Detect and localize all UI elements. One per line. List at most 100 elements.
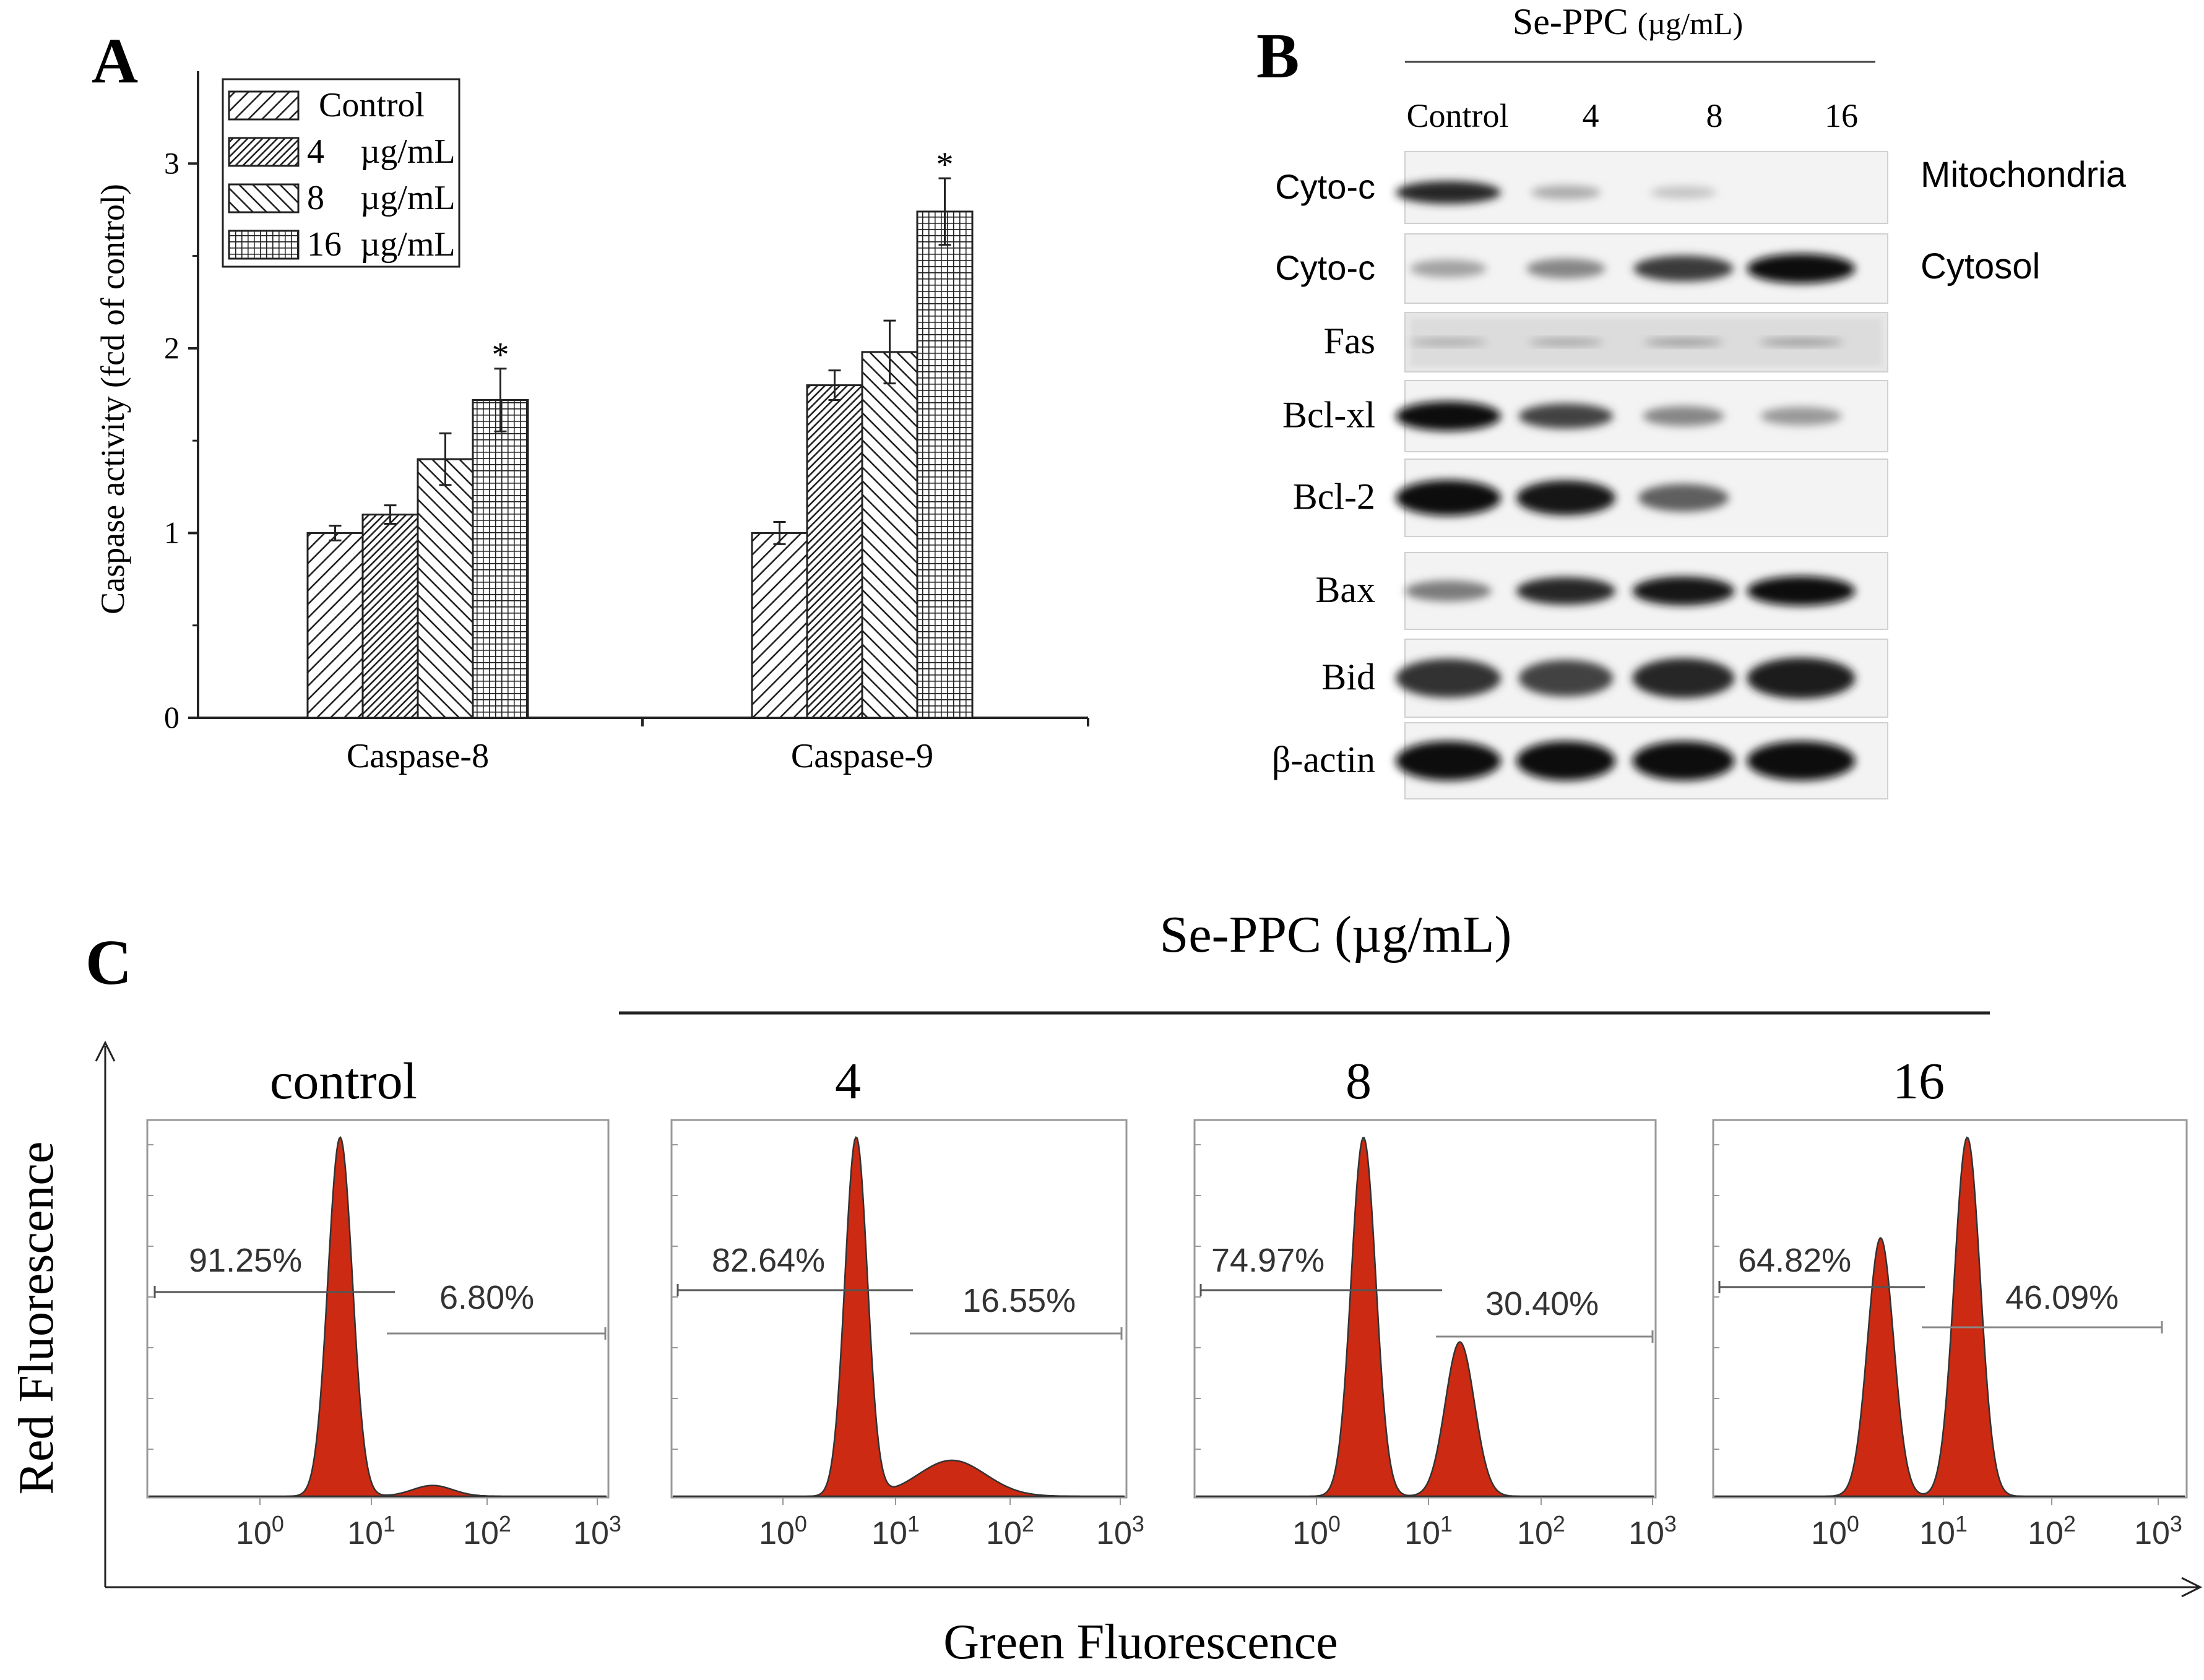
legend-swatch-4 bbox=[228, 137, 300, 167]
panel-b-letter: B bbox=[1256, 20, 1299, 92]
blot-band bbox=[1409, 339, 1487, 345]
tick-base: 10 bbox=[1404, 1515, 1440, 1551]
legend-unit: µg/mL bbox=[360, 225, 456, 264]
histogram-x-tick-label: 102 bbox=[986, 1511, 1034, 1551]
tick-exponent: 3 bbox=[2170, 1511, 2182, 1536]
blot-row-bcl-xl: Bcl-xl bbox=[1282, 380, 1888, 452]
blot-title-name: Se-PPC bbox=[1513, 1, 1628, 42]
blot-row-cyto-c: Cyto-c bbox=[1275, 151, 1888, 224]
blot-band bbox=[1396, 181, 1501, 204]
bar-caspase-9-4 bbox=[806, 384, 863, 719]
blot-band bbox=[1518, 403, 1614, 429]
blot-band bbox=[1526, 258, 1605, 279]
blot-band bbox=[1518, 660, 1614, 697]
tick-exponent: 3 bbox=[1664, 1511, 1677, 1536]
tick-exponent: 0 bbox=[272, 1511, 284, 1536]
tick-base: 10 bbox=[1096, 1515, 1132, 1551]
blot-row-label: Bcl-2 bbox=[1293, 476, 1375, 517]
blot-row-bid: Bid bbox=[1321, 639, 1888, 718]
tick-base: 10 bbox=[347, 1515, 383, 1551]
tick-base: 10 bbox=[1811, 1515, 1847, 1551]
histogram-x-tick-label: 101 bbox=[1919, 1511, 1968, 1551]
blot-band bbox=[1409, 259, 1487, 278]
y-axis-ticks: 0 1 2 3 bbox=[164, 145, 198, 734]
gate-percent-left: 91.25% bbox=[189, 1242, 302, 1279]
tick-exponent: 1 bbox=[383, 1511, 395, 1536]
tick-base: 10 bbox=[1919, 1515, 1955, 1551]
histogram-x-tick-label: 101 bbox=[871, 1511, 920, 1551]
histogram-x-tick-label: 100 bbox=[1811, 1511, 1859, 1551]
histogram-frame bbox=[1193, 1119, 1657, 1499]
blot-band bbox=[1516, 741, 1615, 781]
tick-base: 10 bbox=[236, 1515, 272, 1551]
blot-row-label: β-actin bbox=[1272, 739, 1375, 780]
bar-caspase-8-control bbox=[306, 532, 364, 719]
tick-exponent: 1 bbox=[1955, 1511, 1968, 1536]
blot-band bbox=[1747, 576, 1856, 606]
legend-swatch-8 bbox=[228, 183, 300, 213]
significance-star: * bbox=[936, 145, 954, 184]
lane-labels: Control 4 8 16 bbox=[1406, 97, 1858, 134]
bar-caspase-9-16 bbox=[916, 210, 974, 719]
legend-dose-4: 4 bbox=[307, 132, 324, 171]
legend-swatch-control bbox=[228, 90, 300, 121]
histogram-x-tick-label: 103 bbox=[2134, 1511, 2182, 1551]
bar-group: ** bbox=[306, 145, 974, 719]
tick-base: 10 bbox=[1517, 1515, 1553, 1551]
blot-band bbox=[1396, 658, 1501, 698]
blot-band bbox=[1759, 338, 1843, 346]
panel-a-letter: A bbox=[92, 25, 138, 97]
histogram-x-tick-label: 103 bbox=[1628, 1511, 1677, 1551]
bar-caspase-8-4 bbox=[361, 514, 419, 719]
tick-exponent: 2 bbox=[1553, 1511, 1565, 1536]
blot-row-label: Cyto-c bbox=[1275, 167, 1375, 206]
histogram-x-tick-label: 102 bbox=[463, 1511, 511, 1551]
histogram-x-tick-label: 100 bbox=[1292, 1511, 1341, 1551]
blot-band bbox=[1516, 577, 1615, 605]
y-tick-label: 2 bbox=[164, 330, 179, 365]
category-label-caspase-8: Caspase-8 bbox=[347, 737, 489, 775]
histogram-x-tick-label: 102 bbox=[2028, 1511, 2076, 1551]
blot-row-bcl-2: Bcl-2 bbox=[1293, 459, 1888, 537]
panel-c-histograms: C Se-PPC (µg/mL) Green Fluorescence Red … bbox=[9, 906, 2203, 1669]
tick-exponent: 1 bbox=[907, 1511, 920, 1536]
histogram-group-title: Se-PPC (µg/mL) bbox=[1160, 906, 1512, 963]
blot-band bbox=[1633, 256, 1734, 282]
blot-band bbox=[1528, 339, 1604, 345]
gate-percent-left: 74.97% bbox=[1211, 1242, 1325, 1279]
histogram-frame bbox=[670, 1119, 1128, 1499]
histogram-x-tick-label: 101 bbox=[1404, 1511, 1453, 1551]
blot-band bbox=[1396, 480, 1501, 516]
histogram-title: 16 bbox=[1893, 1053, 1945, 1110]
histogram-4: 482.64%16.55%100 101 102 103 bbox=[670, 1053, 1144, 1551]
blot-band bbox=[1760, 407, 1842, 426]
tick-exponent: 3 bbox=[1132, 1511, 1144, 1536]
histogram-frame bbox=[146, 1119, 610, 1499]
blot-row--actin: β-actin bbox=[1272, 722, 1888, 799]
tick-exponent: 0 bbox=[1328, 1511, 1341, 1536]
tick-base: 10 bbox=[463, 1515, 499, 1551]
blot-band bbox=[1650, 186, 1717, 199]
blot-band bbox=[1632, 658, 1735, 699]
tick-base: 10 bbox=[573, 1515, 609, 1551]
histogram-x-tick-label: 100 bbox=[759, 1511, 807, 1551]
blot-band bbox=[1396, 401, 1501, 431]
y-axis-label: Caspase activity (fcd of control) bbox=[94, 184, 131, 614]
blot-band bbox=[1643, 406, 1724, 426]
blot-band bbox=[1638, 484, 1729, 512]
tick-base: 10 bbox=[986, 1515, 1022, 1551]
y-tick-label: 1 bbox=[164, 515, 179, 549]
bar-caspase-8-16 bbox=[472, 398, 529, 719]
panel-b-western-blot: B Se-PPC (µg/mL) Control 4 8 16 Cyto-cCyto-… bbox=[1256, 1, 2127, 799]
blot-row-label: Bcl-xl bbox=[1282, 395, 1375, 436]
bar-caspase-8-8 bbox=[417, 458, 474, 719]
blot-row-bax: Bax bbox=[1315, 552, 1888, 630]
outer-y-arrowhead bbox=[95, 1040, 116, 1062]
blot-row-label: Fas bbox=[1324, 321, 1375, 361]
tick-exponent: 0 bbox=[1847, 1511, 1859, 1536]
blot-band bbox=[1644, 338, 1723, 346]
lane-label-16: 16 bbox=[1825, 97, 1858, 134]
histogram-x-tick-label: 101 bbox=[347, 1511, 395, 1551]
gate-percent-right: 46.09% bbox=[2005, 1279, 2119, 1316]
